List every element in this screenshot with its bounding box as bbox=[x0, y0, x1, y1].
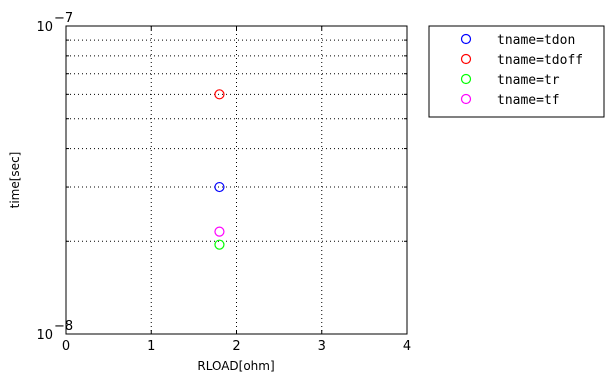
legend-label: tname=tf bbox=[497, 93, 560, 108]
x-tick-label: 3 bbox=[318, 339, 326, 354]
x-tick-label: 4 bbox=[403, 339, 411, 354]
data-point bbox=[214, 239, 225, 250]
data-point bbox=[214, 226, 225, 237]
data-point bbox=[214, 181, 225, 193]
legend-marker bbox=[460, 93, 472, 105]
data-points bbox=[214, 89, 225, 250]
data-point bbox=[214, 89, 225, 100]
y-tick-label-base: 10 bbox=[36, 328, 53, 343]
legend-label: tname=tdoff bbox=[497, 53, 583, 68]
plot-area bbox=[65, 25, 408, 335]
legend-label: tname=tr bbox=[497, 73, 560, 88]
y-tick-label-exponent: −7 bbox=[54, 11, 73, 26]
y-tick-label-base: 10 bbox=[36, 20, 53, 35]
y-tick-labels: 10−810−7 bbox=[36, 11, 73, 343]
y-axis-label: time[sec] bbox=[8, 152, 22, 209]
x-tick-labels: 0 1 2 3 4 bbox=[62, 339, 411, 354]
axis-ticks bbox=[65, 26, 408, 334]
x-tick-label: 2 bbox=[232, 339, 240, 354]
legend: tname=tdon tname=tdoff tname=tr tname=tf bbox=[428, 25, 605, 118]
legend-box bbox=[428, 25, 605, 118]
legend-marker bbox=[460, 53, 472, 65]
x-axis-label: RLOAD[ohm] bbox=[197, 359, 274, 373]
grid bbox=[66, 26, 407, 334]
x-tick-label: 1 bbox=[147, 339, 155, 354]
y-tick-label-exponent: −8 bbox=[54, 319, 73, 334]
legend-label: tname=tdon bbox=[497, 33, 575, 48]
x-tick-label: 0 bbox=[62, 339, 70, 354]
legend-marker bbox=[460, 33, 472, 45]
legend-marker bbox=[460, 73, 472, 85]
